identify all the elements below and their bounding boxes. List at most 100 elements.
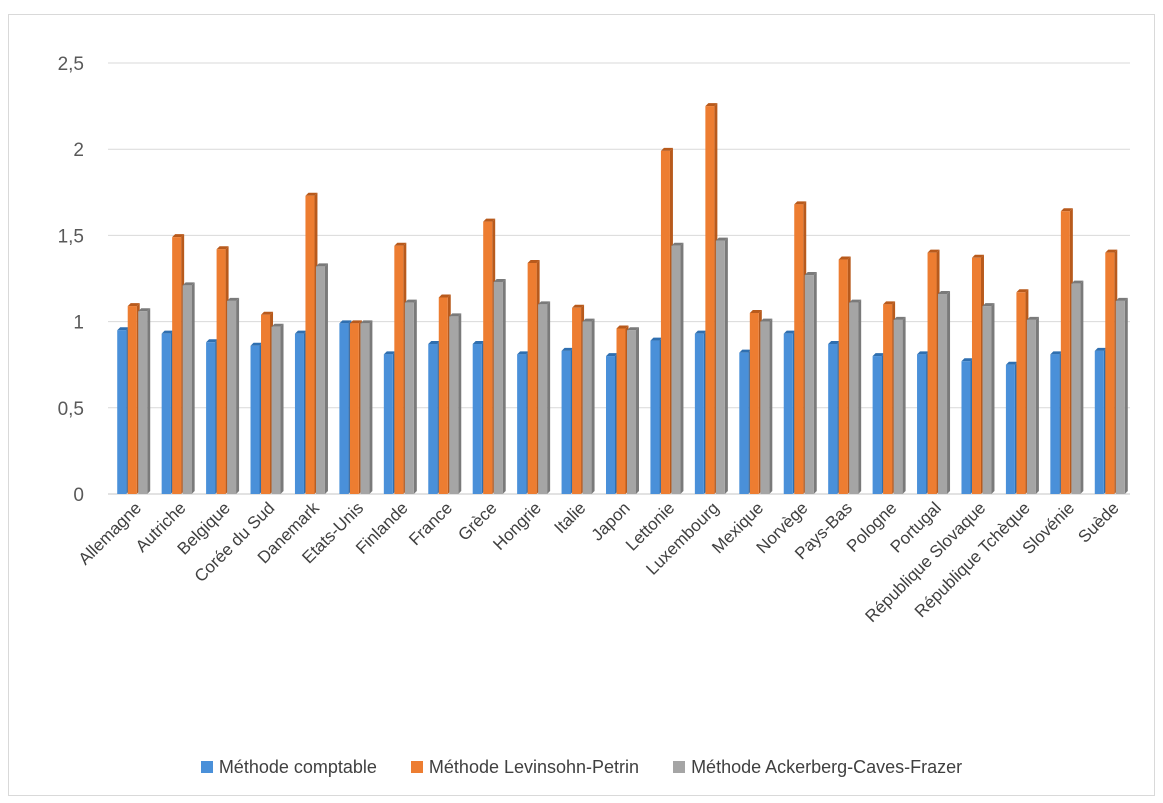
bar-side: [236, 297, 240, 494]
bar-top: [694, 330, 707, 334]
x-tick-label: Hongrie: [489, 498, 545, 554]
bar-side: [369, 320, 373, 494]
bar-top: [606, 353, 618, 357]
bar: [117, 330, 127, 494]
bar: [527, 262, 537, 494]
bar: [838, 259, 848, 494]
bar-top: [271, 323, 284, 327]
bar: [938, 294, 948, 494]
bar: [172, 237, 182, 494]
bar: [1005, 364, 1015, 494]
bar-top: [650, 337, 663, 341]
bar-top: [339, 320, 352, 324]
bar: [127, 306, 137, 494]
bar: [339, 323, 349, 494]
bar-top: [739, 349, 752, 353]
bar: [250, 345, 260, 494]
bar: [828, 344, 838, 494]
bar: [1016, 292, 1026, 494]
bar-top: [472, 341, 485, 345]
bar-side: [413, 299, 417, 494]
bar-top: [438, 294, 451, 298]
bar-top: [671, 242, 684, 246]
x-tick-label: Suède: [1074, 498, 1122, 546]
bar-top: [349, 320, 362, 324]
legend-label-levinsohn-petrin: Méthode Levinsohn-Petrin: [428, 756, 640, 777]
bar-top: [715, 237, 728, 241]
bar: [138, 311, 148, 494]
bar: [360, 323, 370, 494]
bar-top: [517, 351, 530, 355]
bar: [227, 300, 237, 494]
bar-side: [769, 318, 773, 494]
bar: [849, 302, 859, 494]
bar-top: [849, 299, 862, 303]
bar-top: [705, 103, 718, 107]
bar-top: [305, 192, 318, 196]
bar: [305, 195, 315, 495]
bar: [404, 302, 414, 494]
bar: [715, 240, 725, 494]
bar-side: [813, 272, 817, 494]
bar: [582, 321, 592, 494]
legend-swatch-levinsohn-petrin: [410, 761, 423, 773]
bar-top: [961, 358, 974, 362]
legend-item-ackerberg: Méthode Ackerberg-Caves-Frazer: [673, 757, 962, 778]
bar-top: [1016, 289, 1029, 293]
bar: [971, 257, 981, 494]
bar: [739, 352, 749, 494]
bar-top: [138, 308, 151, 312]
bar: [961, 361, 971, 494]
y-tick-label: 1,5: [58, 226, 84, 247]
y-tick-label: 2: [73, 140, 84, 161]
bar-side: [280, 323, 284, 494]
bar: [572, 307, 582, 494]
bar-top: [127, 303, 140, 307]
legend-label-ackerberg: Méthode Ackerberg-Caves-Frazer: [691, 756, 963, 777]
bar: [493, 281, 503, 494]
bar: [315, 266, 325, 494]
bar-top: [561, 347, 574, 351]
bar: [671, 245, 681, 494]
bar-side: [1035, 316, 1039, 494]
bar: [893, 319, 903, 494]
bar: [804, 275, 814, 494]
bar-top: [493, 278, 506, 282]
bar-side: [547, 301, 551, 494]
bar-top: [804, 272, 817, 276]
bar: [1105, 252, 1115, 494]
bar-top: [627, 327, 639, 331]
bar-top: [182, 282, 195, 286]
bar: [1071, 283, 1081, 494]
bar-top: [527, 259, 540, 263]
bar-top: [250, 342, 263, 346]
bar-side: [724, 237, 728, 494]
bar-top: [315, 263, 328, 267]
bar-top: [927, 249, 940, 253]
bar-top: [883, 301, 896, 305]
bar-side: [191, 282, 195, 494]
bar-side: [1124, 297, 1128, 494]
bar-side: [324, 263, 328, 494]
bar-top: [616, 325, 629, 329]
bar-top: [216, 246, 229, 250]
bar: [383, 354, 393, 494]
legend-swatch-ackerberg: [673, 761, 686, 773]
bar: [206, 342, 216, 494]
bar-top: [404, 299, 417, 303]
bar-top: [582, 318, 595, 322]
x-tick-label: France: [405, 498, 456, 549]
legend-item-levinsohn-petrin: Méthode Levinsohn-Petrin: [410, 756, 640, 778]
bar: [982, 306, 992, 494]
bar-top: [449, 313, 462, 317]
bar: [428, 344, 438, 494]
y-tick-label: 1: [73, 313, 84, 334]
bar-side: [947, 291, 951, 494]
bar-side: [147, 308, 151, 494]
bar-top: [1094, 347, 1107, 351]
bar-side: [902, 316, 906, 494]
bar: [917, 354, 927, 494]
bar-top: [1060, 208, 1073, 212]
bar-top: [838, 256, 851, 260]
bar: [517, 354, 527, 494]
